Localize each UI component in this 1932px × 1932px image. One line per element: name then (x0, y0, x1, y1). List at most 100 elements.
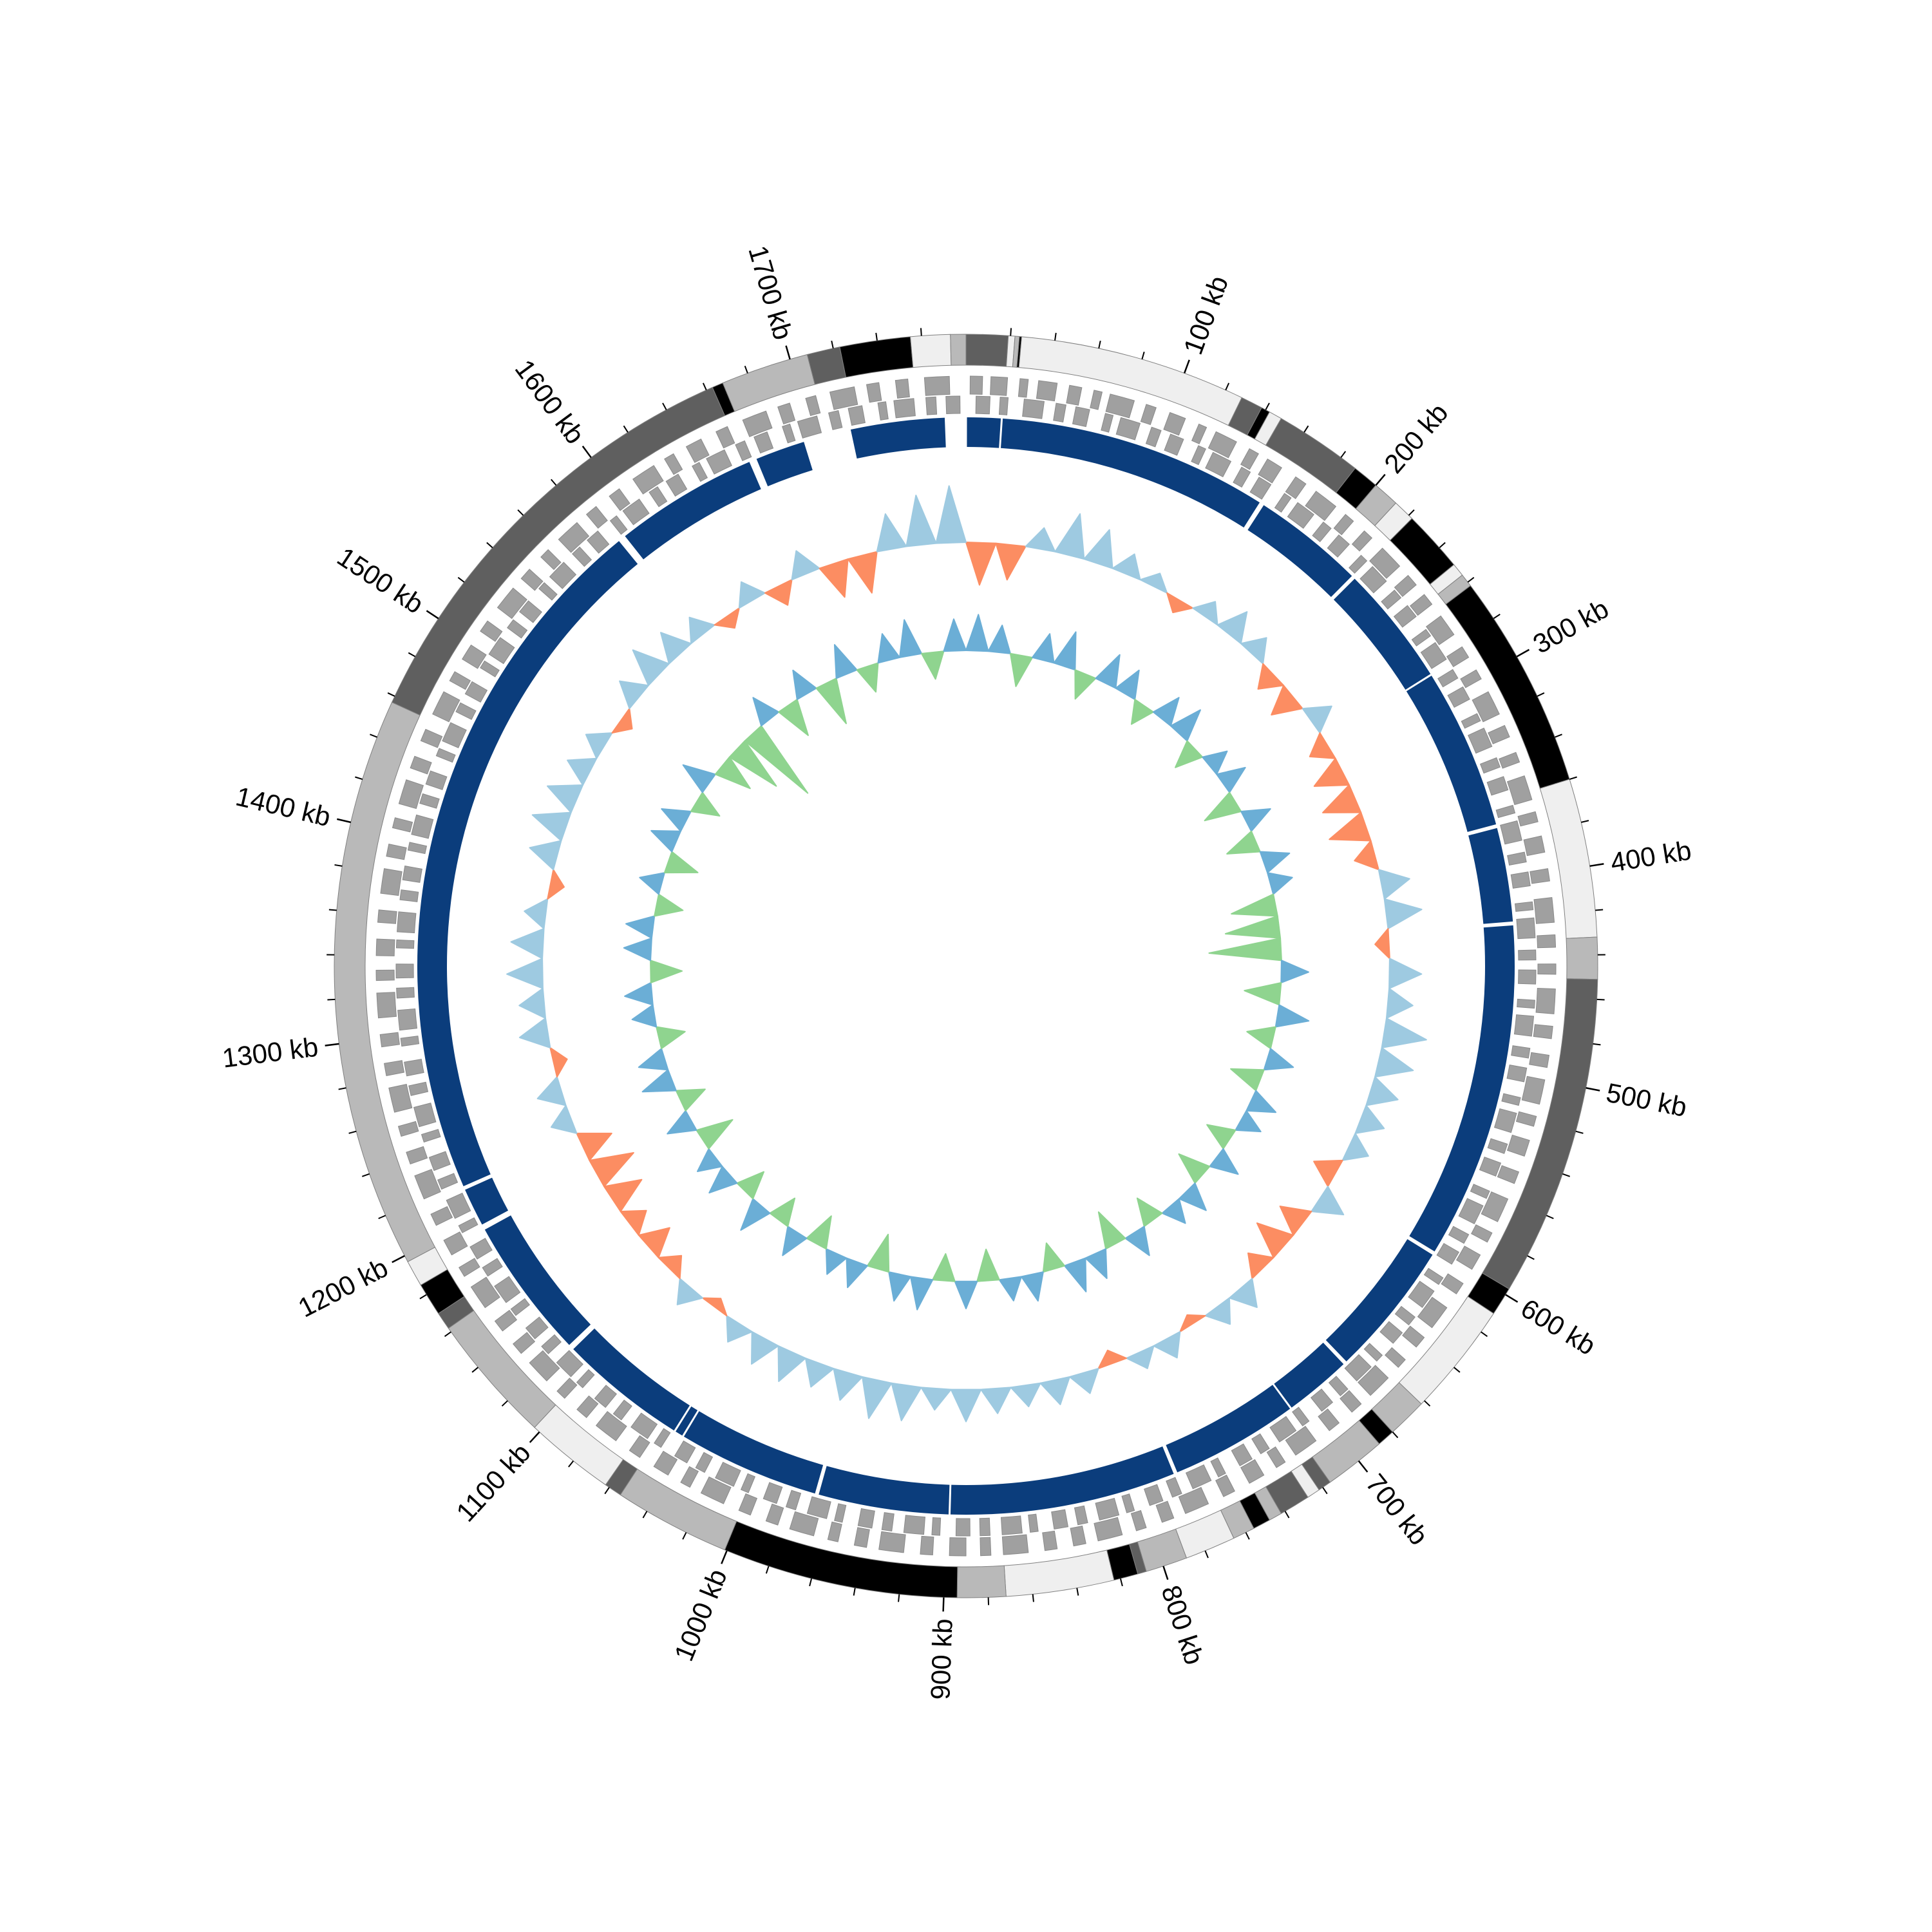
gene (1533, 1024, 1553, 1039)
gene (1460, 669, 1482, 688)
contig (756, 442, 813, 487)
gene (458, 1217, 478, 1233)
gene (1249, 477, 1272, 500)
gene (397, 1121, 419, 1137)
minor-tick (682, 1532, 687, 1540)
gene (556, 1378, 578, 1399)
gc-content-spike (1354, 840, 1379, 871)
minor-tick (338, 1087, 346, 1090)
gene (398, 779, 424, 810)
gene (700, 1476, 732, 1504)
gene (1285, 1426, 1317, 1456)
gc-content-spike (567, 757, 598, 786)
gene (435, 748, 456, 763)
gene (558, 522, 590, 553)
gc-content-spike (1313, 757, 1350, 787)
gc-skew-spike (690, 791, 721, 817)
gene (1359, 566, 1387, 594)
gene (1240, 448, 1259, 470)
gc-content-spike (1321, 784, 1362, 813)
minor-tick (328, 909, 337, 911)
gene (540, 549, 562, 571)
gene (674, 1440, 696, 1464)
gc-skew-spike (898, 619, 923, 658)
major-tick (1375, 473, 1386, 486)
gene (834, 1503, 847, 1523)
gc-content-spike (529, 840, 562, 871)
minor-tick (444, 1331, 451, 1337)
gene (1426, 615, 1455, 645)
gc-skew-spike (1235, 1110, 1262, 1133)
gc-content-spike (1112, 553, 1141, 581)
gene (1266, 1446, 1286, 1468)
band (722, 354, 816, 412)
gene (1517, 998, 1535, 1009)
gc-skew-spike (1064, 1257, 1087, 1293)
gc-skew-spike (1097, 1211, 1126, 1250)
gene (425, 770, 448, 790)
gc-skew-spike (778, 699, 809, 736)
gene (1121, 1493, 1135, 1513)
gene (549, 562, 577, 589)
gc-content-spike (950, 1388, 982, 1423)
gene (829, 386, 858, 410)
gc-skew-spike (1206, 1124, 1236, 1150)
gene (1344, 1354, 1372, 1381)
tick-label: 1600 kb (509, 354, 591, 450)
gc-content-spike (531, 811, 572, 842)
gc-skew-spike (1042, 1242, 1066, 1273)
band (950, 334, 967, 366)
gene (1458, 1198, 1484, 1225)
gene (410, 755, 432, 775)
gene (1208, 431, 1237, 459)
gene (411, 814, 434, 839)
gene (1369, 547, 1401, 579)
gene (1178, 1486, 1209, 1514)
gc-skew-spike (1021, 1271, 1044, 1302)
gene (1090, 390, 1103, 410)
gene (595, 1411, 627, 1441)
minor-tick (1141, 352, 1145, 360)
gc-skew-spike (1216, 766, 1246, 793)
gc-skew-spike (1175, 740, 1204, 768)
gene (1379, 1321, 1403, 1344)
gc-content-spike (1309, 732, 1336, 759)
gc-skew-spike (744, 725, 809, 794)
gene (1408, 1280, 1435, 1308)
gene (1318, 1408, 1340, 1432)
gene (649, 486, 668, 507)
gene (895, 378, 910, 399)
gc-content-spike (751, 1331, 779, 1365)
gene (998, 397, 1009, 415)
gc-skew-spike (856, 662, 879, 693)
gc-skew-spike (769, 1197, 796, 1227)
gene (380, 868, 402, 896)
gene (1022, 399, 1045, 419)
gene (413, 1103, 437, 1128)
tick-label: 800 kb (1155, 1582, 1209, 1668)
minor-tick (1467, 576, 1475, 583)
gc-content-spike (1378, 869, 1410, 900)
gc-skew-spike (954, 1280, 978, 1309)
gene (408, 1081, 429, 1096)
gene (877, 401, 889, 421)
gene (482, 1258, 503, 1277)
minor-tick (702, 383, 707, 391)
gene (406, 1146, 428, 1165)
gc-skew-spike (708, 1166, 738, 1194)
minor-tick (1098, 340, 1101, 349)
gc-content-spike (819, 558, 849, 598)
minor-tick (361, 1173, 370, 1177)
gene (848, 405, 866, 426)
gc-skew-spike (1202, 750, 1228, 775)
minor-tick (662, 402, 667, 410)
gene (654, 1428, 671, 1448)
gene (762, 1482, 783, 1504)
major-tick (785, 345, 791, 360)
gene (1537, 934, 1557, 949)
gene (1455, 1245, 1481, 1270)
gene (1510, 871, 1531, 889)
gene (715, 426, 735, 449)
major-tick (942, 1597, 945, 1612)
gene (1310, 1388, 1334, 1412)
